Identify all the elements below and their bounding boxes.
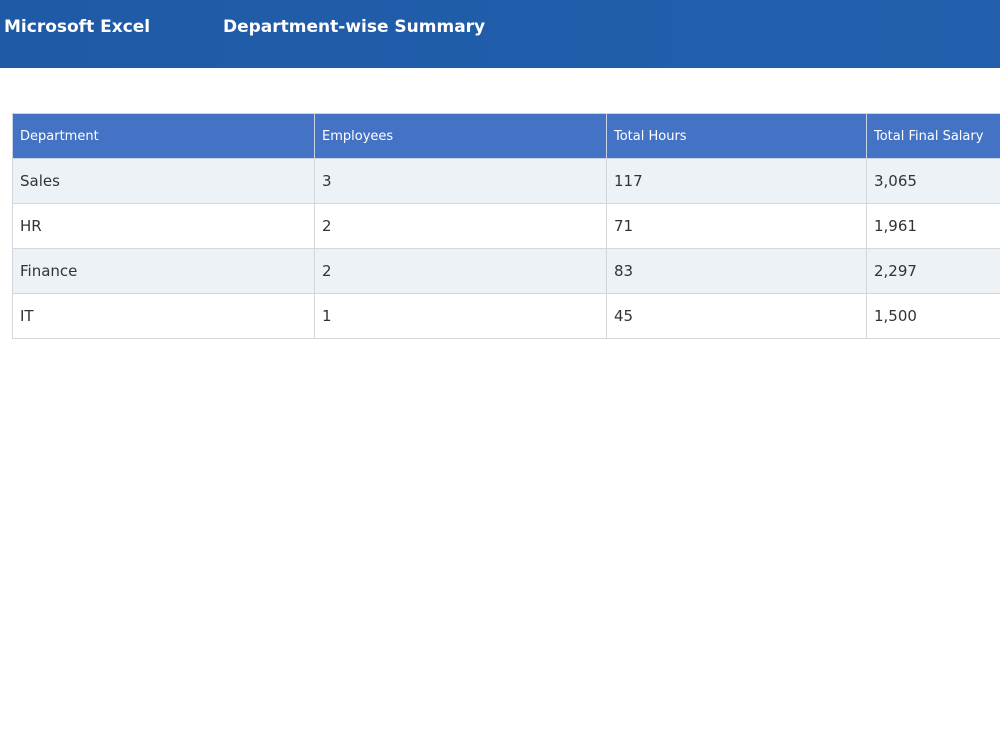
table-row: IT 1 45 1,500 — [12, 293, 1000, 339]
cell-total-hours[interactable]: 45 — [606, 293, 867, 339]
table-row: Sales 3 117 3,065 — [12, 158, 1000, 204]
cell-employees[interactable]: 1 — [314, 293, 607, 339]
cell-department[interactable]: HR — [12, 203, 315, 249]
column-header-total-final-salary[interactable]: Total Final Salary — [866, 113, 1000, 159]
cell-employees[interactable]: 2 — [314, 248, 607, 294]
cell-total-final-salary[interactable]: 3,065 — [866, 158, 1000, 204]
table-row: Finance 2 83 2,297 — [12, 248, 1000, 294]
cell-total-final-salary[interactable]: 2,297 — [866, 248, 1000, 294]
table-row: HR 2 71 1,961 — [12, 203, 1000, 249]
header-row: Department Employees Total Hours Total F… — [12, 113, 1000, 159]
cell-department[interactable]: IT — [12, 293, 315, 339]
cell-employees[interactable]: 3 — [314, 158, 607, 204]
app-name: Microsoft Excel — [4, 17, 151, 37]
summary-table: Department Employees Total Hours Total F… — [12, 113, 1000, 339]
cell-total-hours[interactable]: 71 — [606, 203, 867, 249]
cell-total-hours[interactable]: 83 — [606, 248, 867, 294]
column-header-department[interactable]: Department — [12, 113, 315, 159]
column-header-employees[interactable]: Employees — [314, 113, 607, 159]
cell-department[interactable]: Sales — [12, 158, 315, 204]
column-header-total-hours[interactable]: Total Hours — [606, 113, 867, 159]
cell-total-final-salary[interactable]: 1,961 — [866, 203, 1000, 249]
cell-department[interactable]: Finance — [12, 248, 315, 294]
cell-employees[interactable]: 2 — [314, 203, 607, 249]
cell-total-final-salary[interactable]: 1,500 — [866, 293, 1000, 339]
title-bar: Microsoft Excel Department-wise Summary — [0, 0, 1000, 68]
document-title: Department-wise Summary — [223, 17, 486, 37]
spreadsheet-area: Department Employees Total Hours Total F… — [12, 113, 1000, 339]
cell-total-hours[interactable]: 117 — [606, 158, 867, 204]
